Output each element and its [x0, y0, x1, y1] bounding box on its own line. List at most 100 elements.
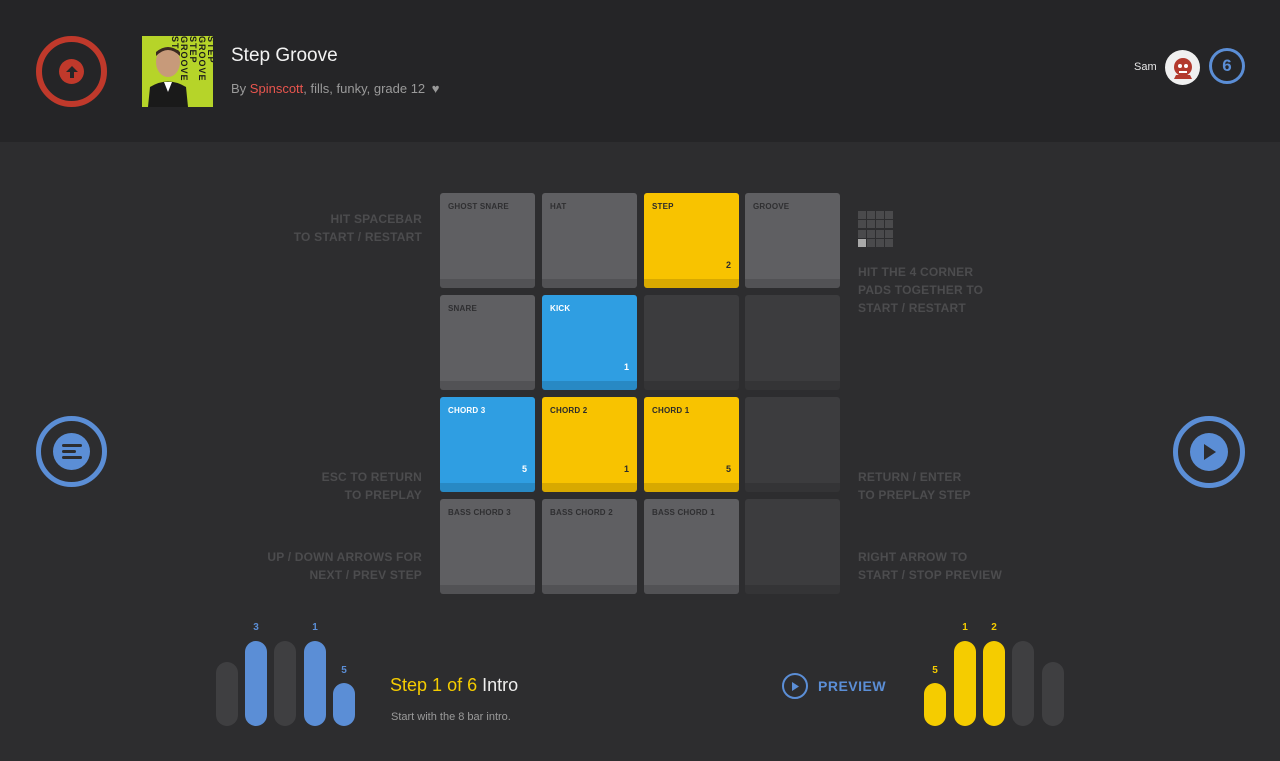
track-tags: , fills, funky, grade 12 [303, 81, 426, 96]
hint-line: START / RESTART [858, 301, 966, 315]
hint-line: TO START / RESTART [293, 230, 422, 244]
pad-empty[interactable] [644, 295, 739, 390]
track-meta: By Spinscott, fills, funky, grade 12 ♥ [231, 81, 440, 96]
play-icon [1190, 433, 1228, 471]
pad-step[interactable]: STEP 2 [644, 193, 739, 288]
step-bar[interactable] [983, 641, 1005, 726]
pad-chord-3[interactable]: CHORD 3 5 [440, 397, 535, 492]
hint-right: RIGHT ARROW TO START / STOP PREVIEW [858, 548, 1038, 584]
hint-line: RIGHT ARROW TO [858, 550, 968, 564]
step-bar[interactable] [1042, 662, 1064, 726]
pad-number: 1 [623, 362, 629, 372]
play-button[interactable] [1173, 416, 1245, 488]
pad-label: SNARE [448, 304, 478, 313]
bar-label: 5 [932, 665, 938, 676]
pad-number: 5 [521, 464, 527, 474]
pad-number: 2 [725, 260, 731, 270]
pad-ghost-snare[interactable]: GHOST SNARE [440, 193, 535, 288]
step-current: 1 [432, 675, 443, 695]
hint-updown: UP / DOWN ARROWS FOR NEXT / PREV STEP [242, 548, 422, 584]
hint-spacebar: HIT SPACEBAR TO START / RESTART [262, 210, 422, 246]
upload-button[interactable] [36, 36, 107, 107]
pad-label: STEP [652, 202, 674, 211]
pad-chord-1[interactable]: CHORD 1 5 [644, 397, 739, 492]
pad-label: KICK [550, 304, 571, 313]
bar-label: 3 [253, 622, 259, 633]
heart-icon[interactable]: ♥ [431, 81, 440, 96]
play-circle-icon [782, 673, 808, 699]
hint-line: UP / DOWN ARROWS FOR [267, 550, 422, 564]
bar-label: 2 [991, 622, 997, 633]
hint-line: HIT SPACEBAR [330, 212, 422, 226]
track-cover-image: STEP GROOVE STEP GROOVE STEP [142, 36, 213, 107]
avatar[interactable] [1165, 50, 1200, 85]
step-bar[interactable] [333, 683, 355, 726]
pad-label: CHORD 1 [652, 406, 690, 415]
step-bar[interactable] [245, 641, 267, 726]
pad-label: GHOST SNARE [448, 202, 509, 211]
pad-empty[interactable] [745, 295, 840, 390]
pad-number: 1 [623, 464, 629, 474]
bar-label: 5 [341, 665, 347, 676]
corner-pads-icon [858, 211, 894, 247]
cover-text: STEP GROOVE STEP GROOVE STEP [170, 36, 213, 82]
arrow-up-icon [59, 59, 84, 84]
pad-label: CHORD 2 [550, 406, 588, 415]
pad-empty[interactable] [745, 397, 840, 492]
step-description: Start with the 8 bar intro. [391, 711, 511, 723]
hint-line: START / STOP PREVIEW [858, 568, 1003, 582]
by-prefix: By [231, 81, 250, 96]
hint-line: RETURN / ENTER [858, 470, 962, 484]
pad-label: GROOVE [753, 202, 790, 211]
step-bar[interactable] [924, 683, 946, 726]
hint-line: TO PREPLAY STEP [858, 488, 971, 502]
pad-groove[interactable]: GROOVE [745, 193, 840, 288]
artist-photo [148, 47, 188, 107]
preview-button[interactable]: PREVIEW [782, 673, 886, 699]
pad-number: 5 [725, 464, 731, 474]
user-name[interactable]: Sam [1134, 61, 1157, 73]
hint-line: NEXT / PREV STEP [309, 568, 422, 582]
pad-label: CHORD 3 [448, 406, 486, 415]
step-word: Step [390, 675, 428, 695]
header: STEP GROOVE STEP GROOVE STEP Step Groove… [0, 0, 1280, 142]
pad-bass-chord-2[interactable]: BASS CHORD 2 [542, 499, 637, 594]
step-total: 6 [467, 675, 478, 695]
bar-label: 1 [312, 622, 318, 633]
hint-esc: ESC TO RETURN TO PREPLAY [262, 468, 422, 504]
pad-kick[interactable]: KICK 1 [542, 295, 637, 390]
pad-empty[interactable] [745, 499, 840, 594]
hint-corners: HIT THE 4 CORNER PADS TOGETHER TO START … [858, 263, 1038, 317]
pad-hat[interactable]: HAT [542, 193, 637, 288]
hint-line: ESC TO RETURN [321, 470, 422, 484]
menu-button[interactable] [36, 416, 107, 487]
step-name: Intro [482, 675, 519, 695]
left-step-bars: 3 1 5 [216, 620, 356, 726]
preview-label: PREVIEW [818, 678, 887, 694]
pad-label: BASS CHORD 1 [652, 508, 715, 517]
track-title: Step Groove [231, 45, 338, 66]
hint-line: PADS TOGETHER TO [858, 283, 984, 297]
step-bar[interactable] [216, 662, 238, 726]
pad-label: BASS CHORD 3 [448, 508, 511, 517]
pad-bass-chord-3[interactable]: BASS CHORD 3 [440, 499, 535, 594]
step-bar[interactable] [304, 641, 326, 726]
menu-icon [53, 433, 90, 470]
author-link[interactable]: Spinscott [249, 81, 304, 96]
step-bar[interactable] [954, 641, 976, 726]
pad-chord-2[interactable]: CHORD 2 1 [542, 397, 637, 492]
right-step-bars: 5 1 2 [924, 620, 1064, 726]
pad-label: HAT [550, 202, 567, 211]
hint-line: HIT THE 4 CORNER [858, 265, 974, 279]
pad-label: BASS CHORD 2 [550, 508, 613, 517]
bar-label: 1 [962, 622, 968, 633]
step-bar[interactable] [1012, 641, 1034, 726]
step-of: of [447, 675, 463, 695]
step-bar[interactable] [274, 641, 296, 726]
pad-snare[interactable]: SNARE [440, 295, 535, 390]
hint-line: TO PREPLAY [344, 488, 422, 502]
pad-bass-chord-1[interactable]: BASS CHORD 1 [644, 499, 739, 594]
step-title: Step 1 of 6 Intro [390, 675, 518, 696]
level-badge: 6 [1209, 48, 1245, 84]
hint-return: RETURN / ENTER TO PREPLAY STEP [858, 468, 1038, 504]
